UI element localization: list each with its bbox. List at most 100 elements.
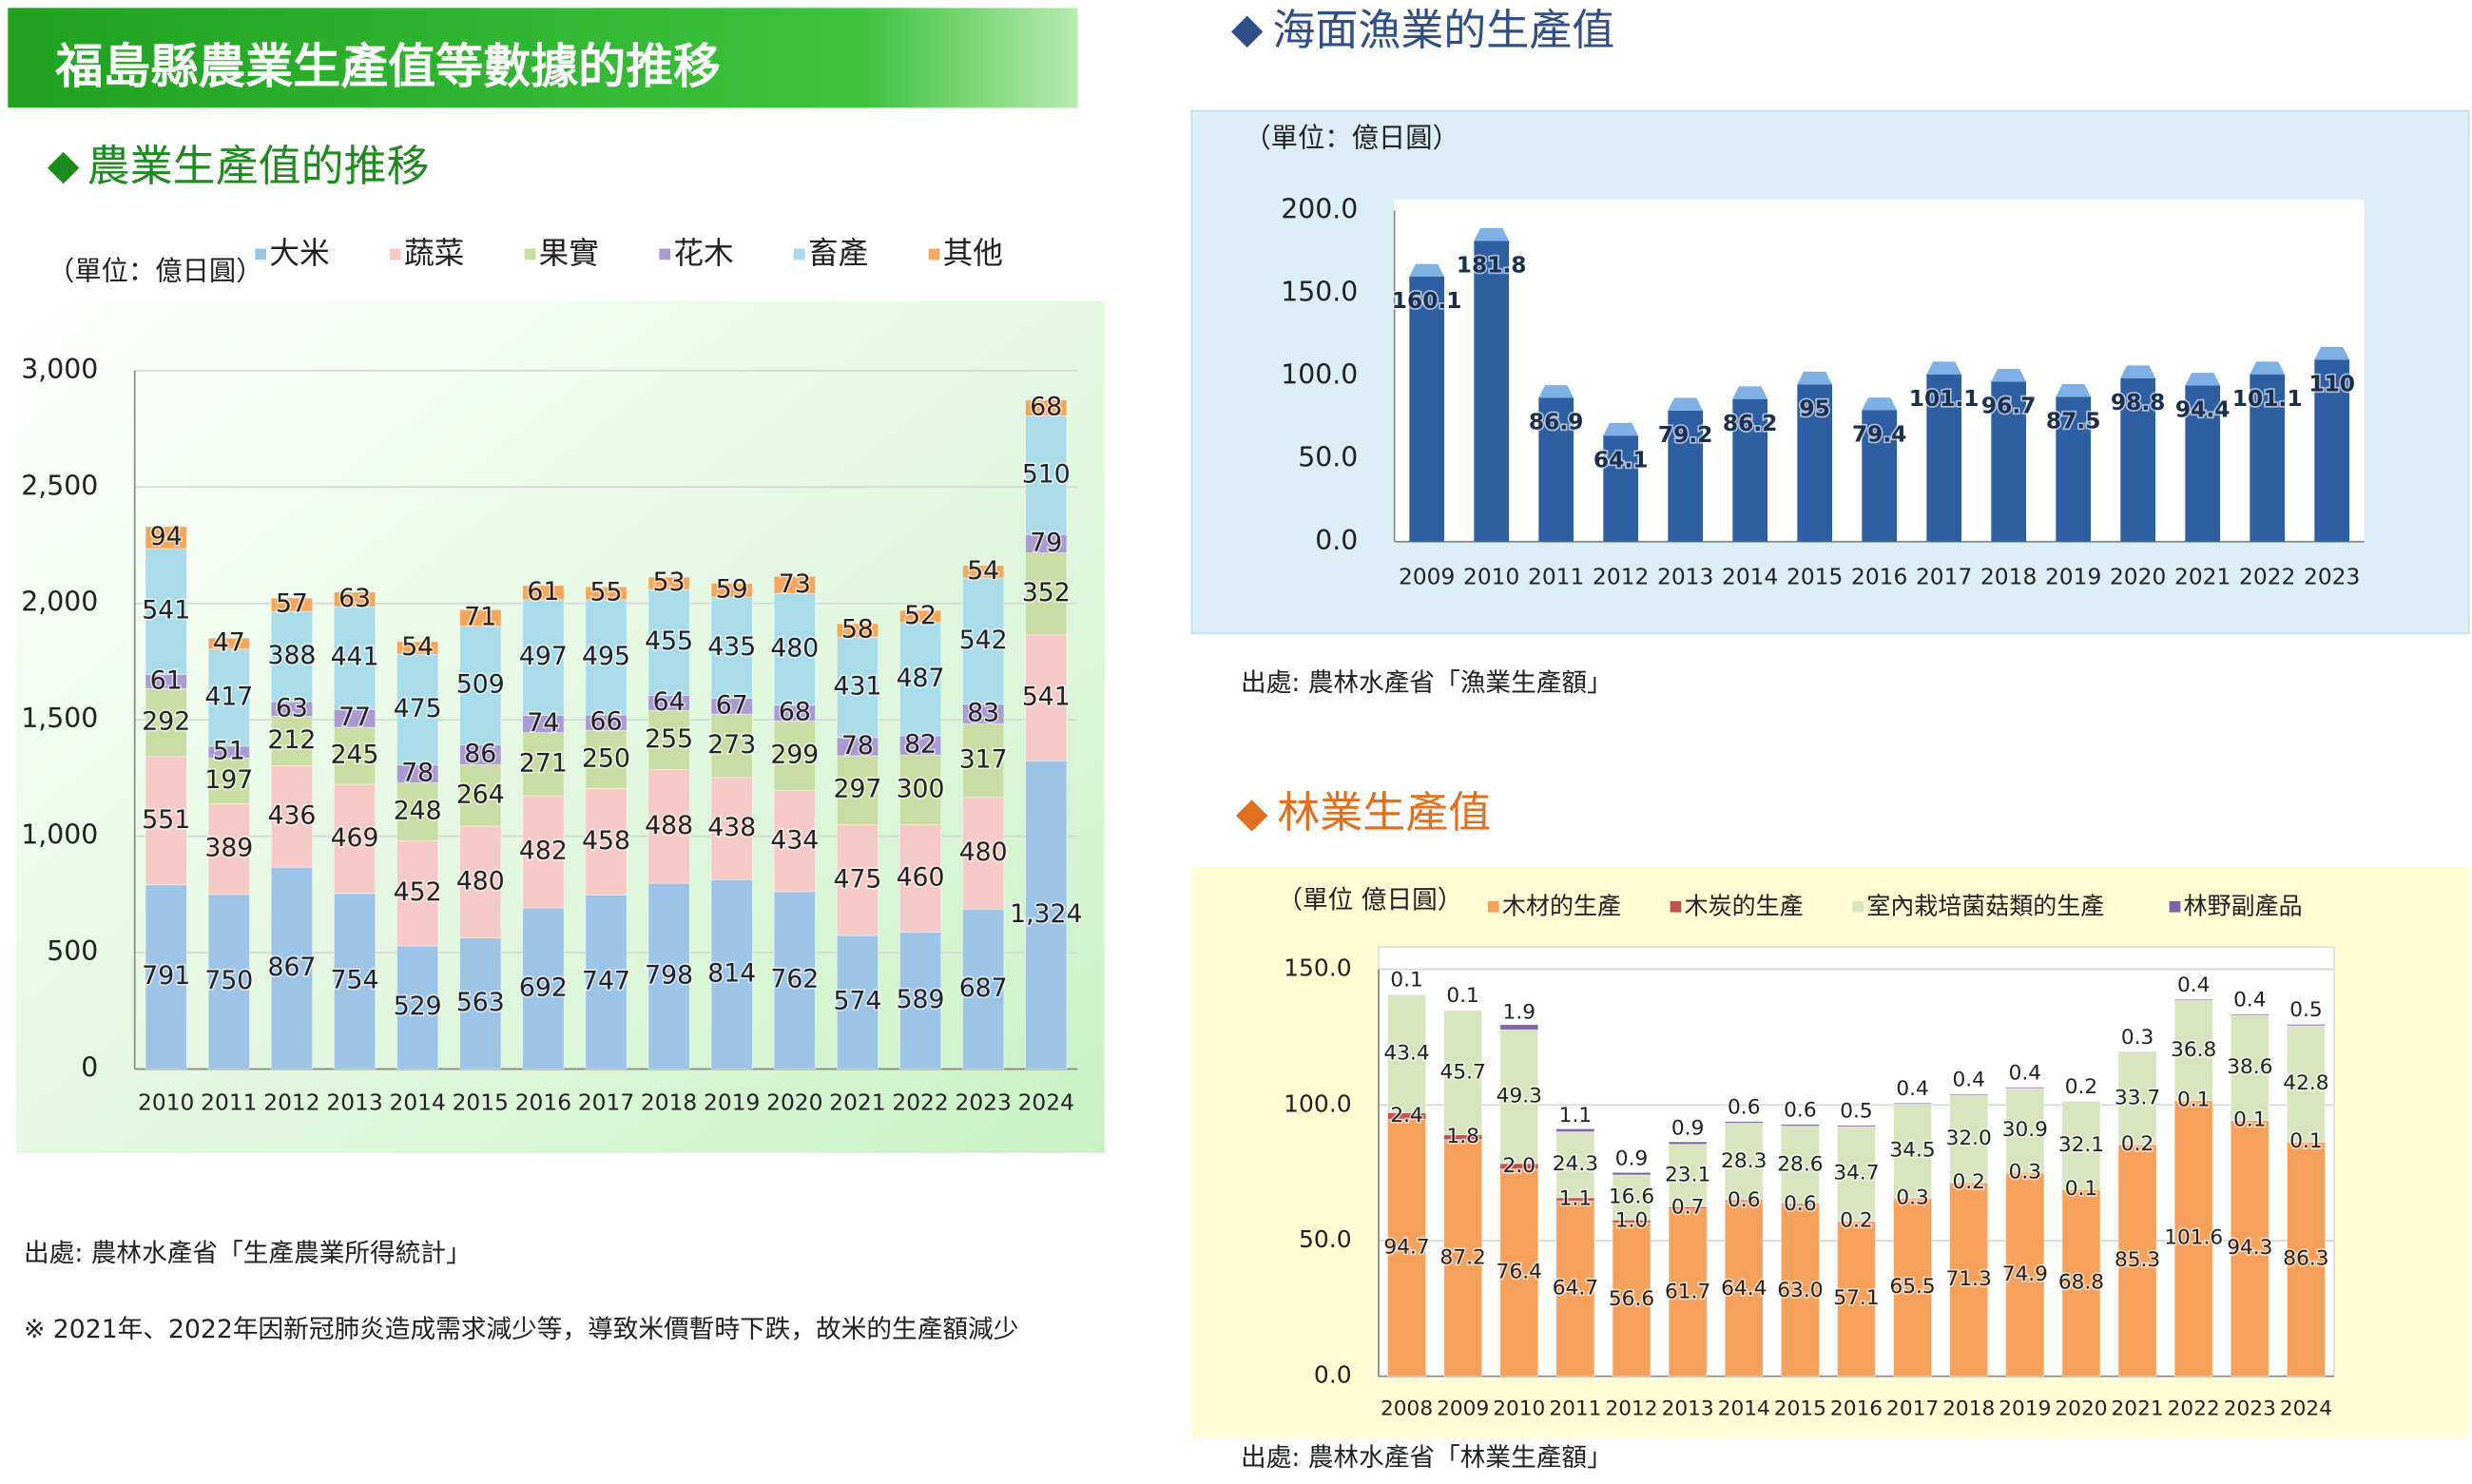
data-label: 245 bbox=[331, 741, 379, 770]
bar-segment bbox=[522, 585, 565, 601]
bar-segment bbox=[962, 723, 1005, 799]
data-label: 292 bbox=[142, 707, 190, 737]
bar-segment bbox=[585, 788, 628, 896]
x-tick-label: 2019 bbox=[704, 1090, 760, 1116]
bar-cap bbox=[1538, 385, 1574, 398]
legend-swatch bbox=[659, 248, 670, 260]
x-tick-label: 2015 bbox=[453, 1090, 509, 1116]
bar-segment bbox=[333, 726, 377, 785]
bar-segment bbox=[270, 716, 314, 766]
data-label: 574 bbox=[833, 987, 881, 1016]
legend-swatch bbox=[255, 248, 266, 260]
bar bbox=[2250, 374, 2285, 542]
data-label: 63 bbox=[276, 693, 308, 723]
data-label: 57 bbox=[276, 589, 308, 619]
data-label: 28.3 bbox=[1721, 1149, 1767, 1173]
x-tick-label: 2022 bbox=[892, 1090, 948, 1116]
x-tick-label: 2015 bbox=[1786, 565, 1843, 590]
data-label: 0.9 bbox=[1671, 1116, 1704, 1140]
data-label: 0.2 bbox=[1840, 1208, 1872, 1232]
data-label: 78 bbox=[841, 731, 874, 761]
data-label: 110 bbox=[2308, 371, 2355, 396]
bar-segment bbox=[898, 754, 942, 826]
x-tick-label: 2019 bbox=[1999, 1397, 2051, 1421]
data-label: 23.1 bbox=[1665, 1164, 1710, 1187]
bar bbox=[2185, 385, 2220, 542]
bar-cap bbox=[1668, 397, 1703, 411]
data-label: 867 bbox=[267, 953, 316, 982]
data-label: 0.4 bbox=[1953, 1069, 1985, 1092]
bar-segment bbox=[585, 729, 628, 789]
diamond-icon bbox=[48, 151, 80, 184]
data-label: 38.6 bbox=[2227, 1055, 2272, 1079]
data-label: 455 bbox=[645, 626, 693, 656]
data-label: 475 bbox=[394, 694, 442, 723]
data-label: 495 bbox=[582, 642, 630, 671]
data-label: 34.7 bbox=[1833, 1162, 1879, 1185]
bar-segment bbox=[2117, 1051, 2157, 1053]
data-label: 0.1 bbox=[2233, 1108, 2266, 1131]
bar-segment bbox=[836, 636, 879, 739]
bar-segment bbox=[270, 597, 314, 612]
data-label: 98.8 bbox=[2111, 390, 2166, 415]
bar bbox=[1668, 410, 1703, 542]
bar-segment bbox=[2287, 1141, 2326, 1378]
data-label: 0.4 bbox=[1896, 1077, 1928, 1101]
bar-segment bbox=[836, 935, 879, 1070]
bar bbox=[1538, 397, 1574, 542]
y-tick-label: 0.0 bbox=[1314, 1361, 1352, 1389]
legend-swatch bbox=[928, 248, 940, 260]
data-label: 0.4 bbox=[2177, 973, 2210, 997]
data-label: 67 bbox=[716, 690, 748, 720]
bar-segment bbox=[396, 653, 439, 765]
data-label: 0.2 bbox=[2065, 1075, 2097, 1099]
data-label: 52 bbox=[904, 601, 937, 630]
bar-segment bbox=[2117, 1144, 2157, 1378]
data-label: 95 bbox=[1799, 396, 1829, 422]
data-label: 0.4 bbox=[2233, 989, 2266, 1012]
x-tick-label: 2016 bbox=[515, 1090, 571, 1116]
data-label: 101.6 bbox=[2164, 1226, 2223, 1250]
data-label: 61 bbox=[150, 665, 183, 695]
unit-label: （單位：億日圓） bbox=[1244, 123, 1459, 154]
data-label: 388 bbox=[267, 641, 316, 670]
data-label: 754 bbox=[331, 966, 379, 995]
bar-segment bbox=[1499, 1024, 1539, 1031]
data-label: 61.7 bbox=[1665, 1281, 1710, 1304]
data-label: 51 bbox=[213, 737, 245, 766]
bar-segment bbox=[1025, 634, 1068, 761]
data-label: 791 bbox=[142, 961, 190, 991]
data-label: 160.1 bbox=[1392, 288, 1462, 314]
bar-segment bbox=[145, 884, 187, 1070]
bar-segment bbox=[1780, 1124, 1820, 1127]
bar-segment bbox=[710, 713, 753, 779]
source: 出處: 農林水產省「林業生產額」 bbox=[1241, 1443, 1613, 1473]
y-tick-label: 2,000 bbox=[21, 587, 98, 618]
data-label: 61 bbox=[527, 577, 559, 607]
bar-segment bbox=[2230, 1013, 2269, 1016]
bar-cap bbox=[1603, 422, 1639, 436]
data-label: 487 bbox=[897, 664, 945, 693]
data-label: 79 bbox=[1030, 528, 1062, 557]
bar bbox=[1603, 435, 1639, 542]
bar-segment bbox=[647, 588, 690, 696]
legend-label: 其他 bbox=[943, 237, 1003, 271]
bar-segment bbox=[1837, 1126, 1876, 1222]
y-tick-label: 1,000 bbox=[21, 819, 98, 851]
bar-segment bbox=[1025, 399, 1068, 416]
bar-segment bbox=[962, 565, 1005, 579]
bar-segment bbox=[333, 606, 377, 710]
data-label: 2.0 bbox=[1503, 1154, 1535, 1178]
data-label: 389 bbox=[204, 834, 253, 863]
bar-segment bbox=[333, 591, 377, 607]
bar-segment bbox=[773, 790, 816, 893]
legend-label: 林野副產品 bbox=[2184, 893, 2303, 920]
data-label: 255 bbox=[645, 724, 693, 754]
data-label: 0.3 bbox=[2121, 1026, 2153, 1050]
y-tick-label: 150.0 bbox=[1281, 277, 1358, 308]
data-label: 0.9 bbox=[1615, 1147, 1648, 1171]
data-label: 79.4 bbox=[1852, 422, 1907, 448]
data-label: 480 bbox=[456, 866, 505, 896]
x-tick-label: 2010 bbox=[1493, 1397, 1545, 1421]
bar-segment bbox=[710, 878, 753, 1070]
